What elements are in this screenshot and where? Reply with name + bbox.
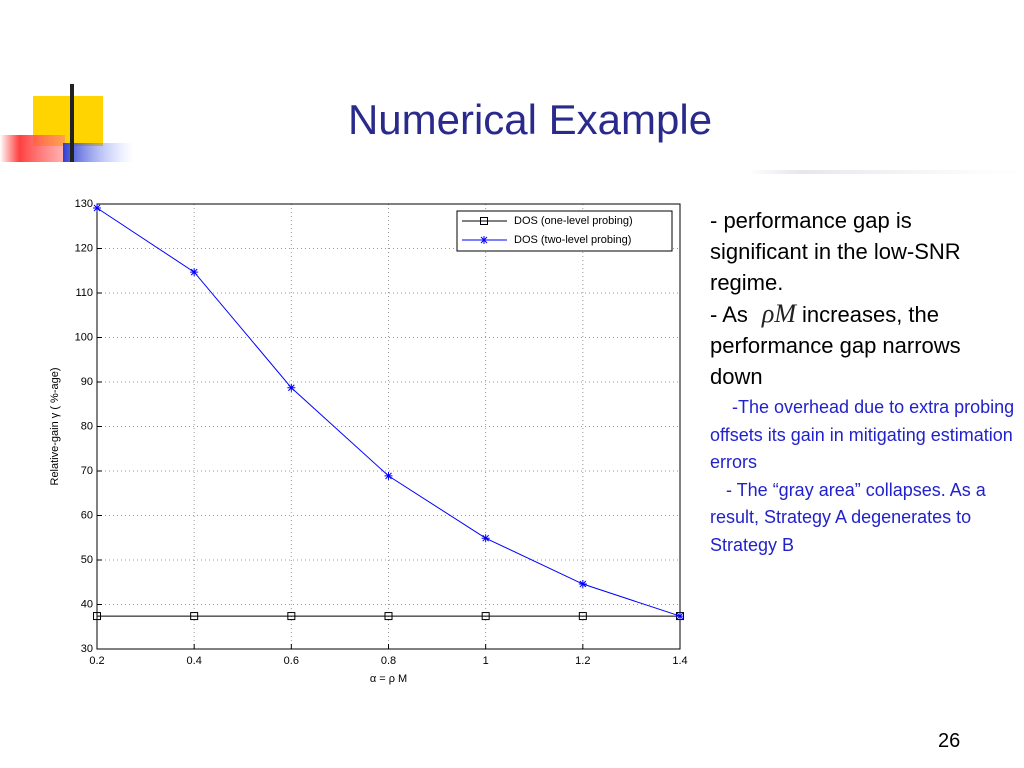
y-tick-label: 40 bbox=[81, 598, 93, 610]
marker bbox=[287, 612, 296, 621]
logo-line bbox=[70, 84, 74, 162]
marker bbox=[578, 580, 587, 589]
marker bbox=[190, 612, 199, 621]
y-tick-label: 60 bbox=[81, 509, 93, 521]
marker bbox=[287, 383, 296, 392]
marker bbox=[384, 612, 393, 621]
x-tick-label: 1.2 bbox=[575, 655, 590, 667]
x-tick-label: 0.6 bbox=[284, 655, 299, 667]
marker bbox=[578, 612, 587, 621]
legend-marker bbox=[480, 236, 488, 244]
x-tick-label: 1.4 bbox=[672, 655, 687, 667]
x-tick-label: 0.8 bbox=[381, 655, 396, 667]
y-tick-label: 110 bbox=[75, 287, 93, 299]
x-tick-label: 1 bbox=[483, 655, 489, 667]
legend-label: DOS (one-level probing) bbox=[514, 215, 633, 227]
title-underline bbox=[750, 170, 1020, 174]
text-box: - performance gap is significant in the … bbox=[710, 205, 1015, 559]
bullet-text: - As bbox=[710, 302, 748, 327]
y-tick-label: 50 bbox=[81, 554, 93, 566]
y-axis-label: Relative-gain γ ( %-age) bbox=[49, 368, 61, 486]
x-tick-label: 0.4 bbox=[187, 655, 202, 667]
y-tick-label: 30 bbox=[81, 643, 93, 655]
marker bbox=[93, 612, 101, 621]
slide-title: Numerical Example bbox=[347, 96, 713, 143]
marker bbox=[481, 534, 490, 543]
marker bbox=[676, 612, 684, 621]
legend-marker bbox=[480, 217, 488, 225]
legend: DOS (one-level probing) DOS (two-level pr… bbox=[456, 210, 673, 252]
math: ρM bbox=[761, 299, 797, 328]
y-tick-label: 130 bbox=[75, 198, 93, 210]
legend-label: DOS (two-level probing) bbox=[514, 234, 631, 246]
page-number: 26 bbox=[938, 730, 961, 752]
y-tick-label: 80 bbox=[81, 420, 93, 432]
y-tick-label: 120 bbox=[75, 242, 93, 254]
legend-box bbox=[456, 210, 673, 252]
marker bbox=[384, 471, 393, 480]
marker bbox=[93, 204, 101, 213]
plot-frame bbox=[96, 203, 681, 650]
y-tick-label: 100 bbox=[75, 331, 93, 343]
logo-red-bar bbox=[0, 135, 65, 162]
sub-bullet: -The overhead due to extra probing offse… bbox=[710, 397, 1015, 472]
bullet-text: increases, the performance gap narrows d… bbox=[710, 302, 961, 389]
marker bbox=[481, 612, 490, 621]
x-tick-label: 0.2 bbox=[89, 655, 104, 667]
logo-blue-bar bbox=[63, 143, 133, 162]
x-axis-label: α = ρ M bbox=[370, 673, 407, 685]
marker bbox=[190, 268, 199, 277]
bullet: - performance gap is significant in the … bbox=[710, 208, 961, 295]
y-tick-label: 90 bbox=[81, 376, 93, 388]
sub-bullet: - The “gray area” collapses. As a result… bbox=[710, 479, 986, 555]
bullet: - As ρM increases, the performance gap nar… bbox=[710, 298, 1015, 392]
y-tick-label: 70 bbox=[81, 465, 93, 477]
